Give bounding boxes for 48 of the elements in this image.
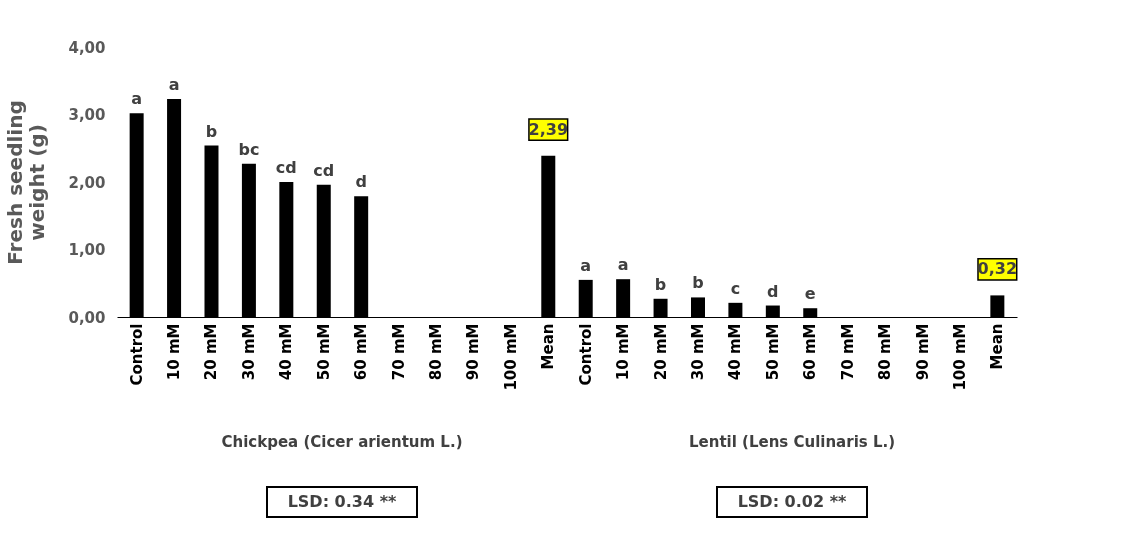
x-tick-label: 10 mM (614, 323, 633, 381)
x-tick-label: Control (576, 323, 595, 386)
data-label: b (205, 121, 218, 141)
data-label: cd (313, 160, 335, 180)
data-label: d (355, 172, 367, 192)
y-tick-label: 0,00 (68, 308, 106, 327)
x-tick-label: 70 mM (838, 323, 857, 381)
data-label: a (580, 255, 592, 275)
x-tick-label: 20 mM (651, 323, 670, 381)
x-tick-label: Mean (539, 323, 558, 370)
x-tick-label: 30 mM (239, 323, 258, 381)
data-label: a (617, 255, 629, 275)
y-tick-label: 4,00 (68, 38, 106, 57)
x-tick-label: 60 mM (352, 323, 371, 381)
data-label: c (730, 278, 741, 298)
text: Chickpea (Cicer arientum L.) (221, 433, 463, 451)
x-tick-label: 60 mM (801, 323, 820, 381)
data-label: a (168, 74, 180, 94)
x-tick-label: 50 mM (763, 323, 782, 381)
data-label: a (131, 89, 143, 109)
x-tick-label: 100 mM (501, 323, 520, 391)
x-tick-label: 20 mM (202, 323, 221, 381)
x-tick-label: 50 mM (314, 323, 333, 381)
data-label: b (692, 273, 704, 293)
x-tick-label: 100 mM (950, 323, 969, 391)
x-tick-label: 10 mM (165, 323, 184, 381)
text: Lentil (Lens Culinaris L.) (688, 433, 896, 451)
x-tick-label: 90 mM (464, 323, 483, 381)
y-tick-label: 1,00 (68, 241, 106, 259)
data-label: bc (238, 139, 260, 159)
text: LSD: 0.34 ** (287, 492, 398, 511)
x-tick-label: 70 mM (389, 323, 408, 381)
x-tick-label: Control (127, 323, 146, 386)
x-tick-label: Mean (988, 323, 1007, 370)
y-tick-label: 2,00 (68, 173, 106, 192)
data-label: e (804, 284, 816, 304)
data-label: b (654, 274, 667, 294)
data-label: cd (275, 158, 297, 177)
x-tick-label: 30 mM (688, 323, 707, 381)
text: LSD: 0.02 ** (737, 492, 848, 511)
y-tick-label: 3,00 (68, 106, 106, 124)
x-tick-label: 40 mM (277, 323, 296, 381)
x-tick-label: 80 mM (427, 323, 446, 381)
y-axis-title: Fresh seedling weight (g) (3, 100, 50, 265)
x-tick-label: 40 mM (726, 323, 745, 381)
data-label: d (767, 281, 779, 301)
x-tick-label: 90 mM (913, 323, 932, 381)
x-tick-label: 80 mM (876, 323, 895, 381)
